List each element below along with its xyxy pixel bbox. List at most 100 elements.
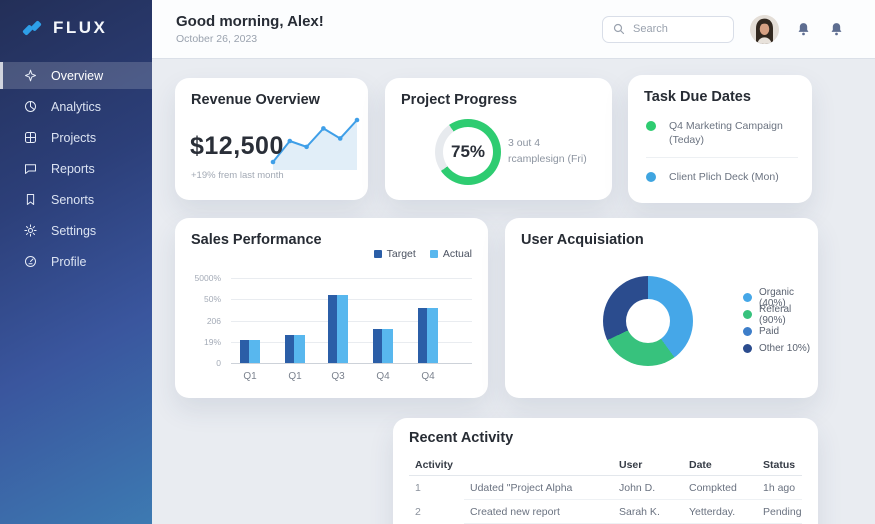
y-axis-tick-label: 0 [216, 358, 221, 368]
sidebar-item-label: Senorts [51, 192, 95, 207]
sidebar: FLUX Overview Analytics Projects Reports Sen… [0, 0, 152, 524]
donut-legend-dot [743, 344, 752, 353]
bar-target [418, 307, 427, 363]
revenue-sparkline-chart [270, 117, 360, 170]
y-axis-tick-label: 19% [203, 336, 221, 347]
row-divider [464, 499, 802, 500]
sidebar-item-analytics[interactable]: Analytics [0, 93, 152, 120]
cell-num: 2 [415, 505, 421, 518]
legend-item-target: Target [373, 248, 416, 260]
sidebar-item-settings[interactable]: Settings [0, 217, 152, 244]
top-header: Good morning, Alex! October 26, 2023 [152, 0, 875, 58]
cell-num: 1 [415, 481, 421, 494]
gridline [231, 278, 472, 279]
cell-status: Pending [763, 505, 802, 518]
avatar-image [750, 14, 779, 44]
settings-icon [22, 223, 38, 239]
recent-activity-card: Recent Activity Activity User Date Status 1 U… [393, 418, 818, 524]
app-name: FLUX [53, 18, 108, 37]
column-header-status: Status [763, 458, 796, 471]
progress-side-line1: 3 out 4 [508, 137, 541, 149]
legend-swatch [429, 250, 438, 258]
task-status-dot [646, 172, 656, 182]
task-text: Q4 Marketing Campaign (Teday) [669, 120, 783, 146]
table-row: 2 Created new report Sarah K. Yetterday. Pen… [409, 500, 802, 523]
sales-performance-card: Sales Performance Target Actual 5000% 50% 2… [175, 218, 488, 398]
cell-activity: Udated "Project Alpha [470, 481, 573, 494]
bar-actual [294, 335, 305, 363]
sales-bar-chart: 5000% 50% 206 19% 0 Q1 Q1 Q3 Q4 Q4 [175, 218, 488, 398]
task-text-line2: (Teday) [669, 134, 705, 146]
task-divider [646, 157, 798, 158]
x-axis-label: Q1 [243, 371, 257, 382]
bar-actual [249, 339, 260, 363]
task-status-dot [646, 121, 656, 131]
sidebar-item-label: Overview [51, 68, 104, 83]
gridline [231, 363, 472, 364]
column-header-activity: Activity [415, 458, 453, 471]
sidebar-item-label: Settings [51, 223, 97, 238]
sidebar-item-senorts[interactable]: Senorts [0, 186, 152, 213]
donut-legend-item: Paid [743, 323, 818, 340]
revenue-card-title: Revenue Overview [191, 92, 320, 108]
flux-logo-icon [22, 20, 42, 36]
x-axis-label: Q4 [421, 371, 435, 382]
bar-target [240, 339, 249, 363]
legend-item-actual: Actual [429, 248, 472, 260]
donut-legend-item: Other 10%) [743, 340, 818, 357]
table-header-row: Activity User Date Status [409, 454, 802, 476]
sidebar-item-label: Projects [51, 130, 97, 145]
projects-icon [22, 130, 38, 146]
sales-legend: Target Actual [373, 248, 472, 260]
table-row: 1 Udated "Project Alpha John D. Compkted 1h … [409, 476, 802, 499]
analytics-icon [22, 99, 38, 115]
alerts-bell-icon[interactable] [828, 21, 845, 38]
progress-side-line2: rcamplesign (Fri) [508, 153, 587, 165]
cell-status: 1h ago [763, 481, 796, 494]
task-text: Client Plich Deck (Mon) [669, 171, 779, 183]
x-axis-label: Q4 [376, 371, 390, 382]
gridline [231, 299, 472, 301]
search-box[interactable] [602, 15, 734, 43]
sidebar-item-reports[interactable]: Reports [0, 155, 152, 182]
donut-legend-item: Organic (40%) [743, 287, 818, 309]
cell-activity: Created new report [470, 505, 560, 518]
progress-side-text: 3 out 4 rcamplesign (Fri) [508, 135, 587, 167]
legend-label: Target [386, 248, 416, 260]
donut-legend-item: Referal (90%) [743, 304, 818, 326]
sidebar-item-label: Reports [51, 161, 95, 176]
progress-card-title: Project Progress [401, 92, 518, 108]
column-header-user: User [619, 458, 643, 471]
greeting-block: Good morning, Alex! October 26, 2023 [176, 13, 324, 45]
cell-date: Compkted [689, 481, 737, 494]
legend-swatch [373, 250, 382, 258]
bar-target [328, 295, 337, 363]
sidebar-item-overview[interactable]: Overview [0, 62, 152, 89]
avatar[interactable] [750, 14, 779, 44]
user-acquisition-legend: Organic (40%) Referal (90%) Paid Other 10%) [743, 287, 818, 357]
app-logo: FLUX [0, 0, 152, 40]
task-due-dates-card: Task Due Dates Q4 Marketing Campaign (Ted… [628, 75, 812, 203]
sidebar-item-projects[interactable]: Projects [0, 124, 152, 151]
cell-user: Sarah K. [619, 505, 660, 518]
user-acquisition-donut-chart [603, 276, 693, 366]
task-list: Q4 Marketing Campaign (Teday) Client Plich… [646, 119, 798, 184]
x-axis-label: Q3 [331, 371, 345, 382]
cell-user: John D. [619, 481, 656, 494]
progress-ring-hole: 75% [443, 127, 493, 177]
bar-target [285, 335, 294, 363]
reports-icon [22, 161, 38, 177]
sidebar-item-profile[interactable]: Profile [0, 248, 152, 275]
greeting-title: Good morning, Alex! [176, 13, 324, 30]
task-item: Client Plich Deck (Mon) [646, 170, 798, 184]
donut-legend-label: Other 10%) [759, 343, 811, 354]
search-input[interactable] [633, 23, 723, 35]
project-progress-card: Project Progress 75% 3 out 4 rcamplesign… [385, 78, 612, 200]
revenue-overview-card: Revenue Overview $12,500 +19% frem last … [175, 78, 368, 200]
y-axis-tick-label: 50% [203, 294, 221, 305]
bar-target [373, 329, 382, 363]
notification-bell-icon[interactable] [795, 21, 812, 38]
user-acquisition-card: User Acquisiation Organic (40%) Referal (… [505, 218, 818, 398]
sidebar-nav: Overview Analytics Projects Reports Senorts S… [0, 62, 152, 275]
donut-legend-dot [743, 293, 752, 302]
